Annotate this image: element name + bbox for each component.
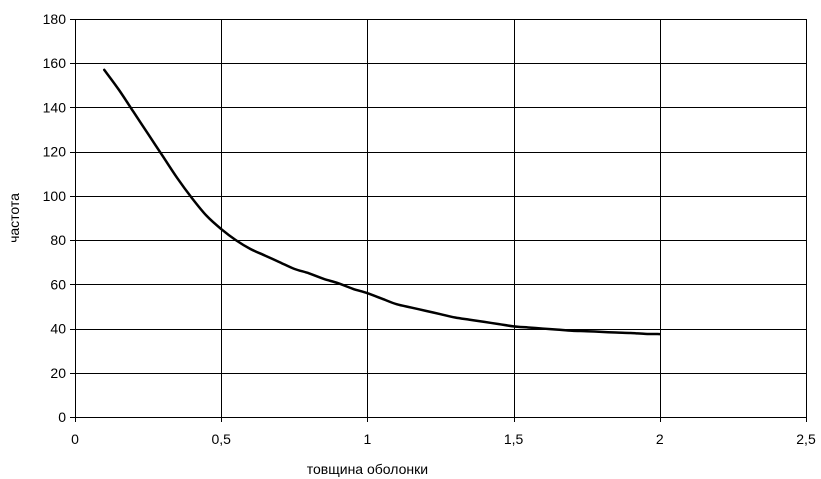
- y-tick-label: 160: [43, 55, 67, 71]
- y-tick-label: 80: [50, 232, 66, 248]
- y-tick-label: 20: [50, 365, 66, 381]
- x-tick-label: 0: [71, 431, 79, 447]
- y-tick-label: 40: [50, 321, 66, 337]
- series-line: [102, 68, 662, 336]
- y-tick-label: 100: [43, 188, 67, 204]
- y-tick-label: 60: [50, 276, 66, 292]
- y-tick-label: 180: [43, 11, 67, 27]
- x-axis-title: товщина оболонки: [307, 461, 428, 477]
- y-tick-label: 0: [58, 409, 66, 425]
- axes: [70, 19, 807, 422]
- x-tick-label: 2,5: [796, 431, 816, 447]
- x-tick-label: 1,5: [504, 431, 524, 447]
- plot-area-frame: [75, 19, 807, 418]
- y-tick-label: 140: [43, 99, 67, 115]
- x-tick-label: 1: [364, 431, 372, 447]
- x-axis-tick-labels: 0 0,5 1 1,5 2 2,5: [71, 431, 816, 447]
- grid-lines: [75, 19, 807, 418]
- x-tick-label: 0,5: [211, 431, 231, 447]
- y-axis-title: частота: [6, 193, 22, 243]
- x-tick-label: 2: [656, 431, 664, 447]
- y-axis-tick-labels: 0 20 40 60 80 100 120 140 160 180: [43, 11, 67, 425]
- y-tick-label: 120: [43, 144, 67, 160]
